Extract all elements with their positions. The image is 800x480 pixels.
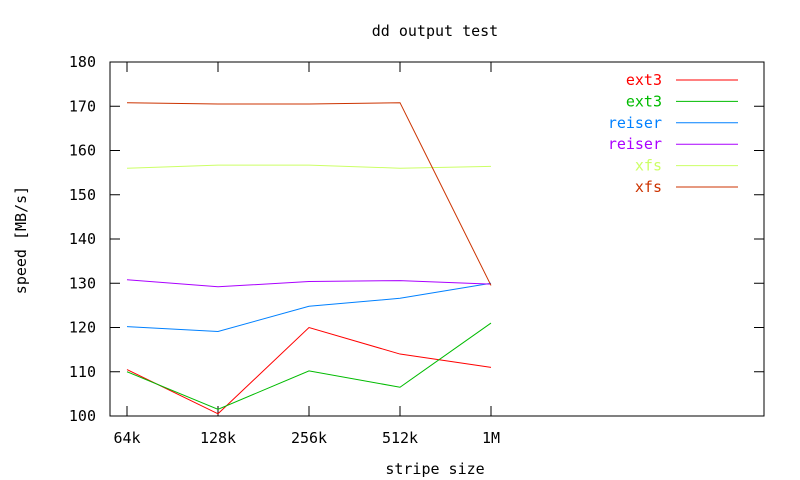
legend-label: reiser bbox=[608, 135, 662, 153]
x-axis-label: stripe size bbox=[385, 460, 484, 478]
y-axis: 100 110 120 130 140 150 160 170 180 bbox=[69, 53, 764, 425]
legend-label: ext3 bbox=[626, 71, 662, 89]
y-tick-label: 160 bbox=[69, 142, 96, 160]
y-tick-label: 110 bbox=[69, 363, 96, 381]
series-lines bbox=[126, 102, 492, 415]
y-axis-label: speed [MB/s] bbox=[12, 186, 30, 294]
y-tick-label: 150 bbox=[69, 186, 96, 204]
series-line-1 bbox=[126, 326, 492, 415]
x-tick-label: 512k bbox=[382, 429, 418, 447]
legend: ext3 ext3 reiser reiser xfs xfs bbox=[608, 71, 738, 196]
series-line-6 bbox=[126, 102, 492, 286]
y-tick-label: 100 bbox=[69, 407, 96, 425]
x-tick-label: 128k bbox=[200, 429, 236, 447]
y-tick-label: 180 bbox=[69, 53, 96, 71]
y-tick-label: 140 bbox=[69, 230, 96, 248]
chart-title: dd output test bbox=[372, 22, 498, 40]
series-line-3 bbox=[126, 282, 492, 332]
legend-label: xfs bbox=[635, 157, 662, 175]
y-tick-label: 120 bbox=[69, 319, 96, 337]
x-tick-label: 256k bbox=[291, 429, 327, 447]
legend-label: ext3 bbox=[626, 92, 662, 110]
y-tick-label: 170 bbox=[69, 97, 96, 115]
series-line-5 bbox=[126, 164, 492, 169]
y-tick-label: 130 bbox=[69, 274, 96, 292]
legend-label: reiser bbox=[608, 114, 662, 132]
series-line-2 bbox=[126, 322, 492, 410]
legend-label: xfs bbox=[635, 178, 662, 196]
x-axis: 64k 128k 256k 512k 1M bbox=[113, 62, 500, 447]
x-tick-label: 1M bbox=[482, 429, 500, 447]
x-tick-label: 64k bbox=[113, 429, 140, 447]
plot-frame bbox=[109, 61, 765, 417]
series-line-4 bbox=[126, 279, 492, 288]
